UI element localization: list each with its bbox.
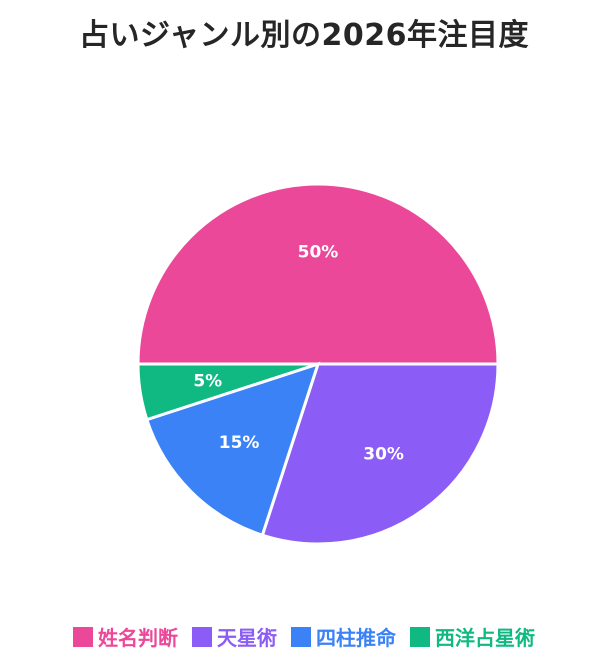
pie-slice-seiyo[interactable] (136, 362, 319, 422)
slice-label-tensei: 30% (363, 444, 404, 464)
slice-label-shichu: 15% (219, 433, 260, 453)
legend-swatch-seimei (73, 626, 93, 647)
legend-swatch-shichu (291, 626, 311, 647)
legend-item-tensei[interactable]: 天星術 (192, 622, 277, 651)
legend-item-seiyo[interactable]: 西洋占星術 (410, 622, 535, 651)
slice-label-seiyo: 5% (193, 371, 222, 391)
legend-label-tensei: 天星術 (217, 626, 277, 650)
legend-item-shichu[interactable]: 四柱推命 (291, 622, 396, 651)
chart-title: 占いジャンル別の2026年注目度 (79, 18, 529, 53)
legend-label-shichu: 四柱推命 (316, 626, 396, 650)
legend-item-seimei[interactable]: 姓名判断 (73, 622, 178, 651)
chart-legend: 姓名判断 天星術 四柱推命 西洋占星術 (0, 622, 608, 651)
slice-label-seimei: 50% (298, 242, 339, 262)
legend-swatch-tensei (192, 626, 212, 647)
legend-label-seiyo: 西洋占星術 (435, 626, 535, 650)
pie-slices (136, 182, 500, 546)
pie-slice-labels: 50% 30% 15% 5% (193, 242, 404, 464)
legend-swatch-seiyo (410, 626, 430, 647)
legend-label-seimei: 姓名判断 (98, 626, 178, 650)
pie-slice-seimei[interactable] (136, 182, 500, 366)
pie-slice-tensei[interactable] (260, 362, 500, 546)
